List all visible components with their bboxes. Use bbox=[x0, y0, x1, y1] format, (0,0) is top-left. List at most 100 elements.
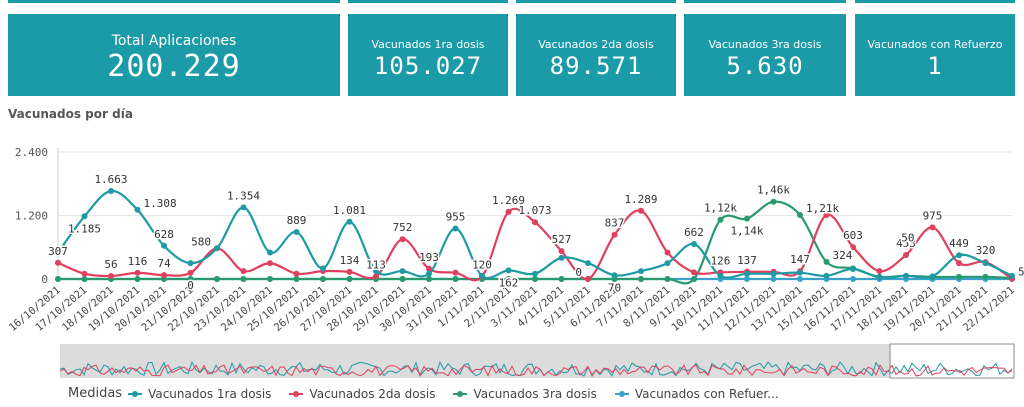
kpi-top-line bbox=[855, 0, 1015, 3]
data-point bbox=[558, 248, 565, 255]
data-point bbox=[452, 225, 459, 232]
data-point bbox=[664, 249, 671, 256]
kpi-3ra-dosis[interactable]: Vacunados 3ra dosis 5.630 bbox=[684, 14, 846, 96]
data-label: 527 bbox=[552, 233, 572, 246]
data-point bbox=[505, 267, 512, 274]
data-point bbox=[850, 265, 856, 272]
data-label: 1.308 bbox=[144, 197, 177, 210]
data-label: 320 bbox=[976, 244, 996, 257]
data-point bbox=[532, 219, 538, 226]
data-point bbox=[240, 204, 247, 211]
data-point bbox=[479, 272, 485, 279]
kpi-1ra-dosis[interactable]: Vacunados 1ra dosis 105.027 bbox=[348, 14, 508, 96]
data-point bbox=[399, 268, 406, 275]
scrollbar-handle[interactable] bbox=[889, 343, 1015, 379]
data-point bbox=[293, 270, 300, 277]
data-label: 603 bbox=[843, 229, 863, 242]
kpi-refuerzo[interactable]: Vacunados con Refuerzo 1 bbox=[855, 14, 1015, 96]
data-point bbox=[797, 269, 803, 276]
kpi-total-aplicaciones[interactable]: Total Aplicaciones 200.229 bbox=[8, 14, 340, 96]
data-point bbox=[426, 265, 432, 272]
data-label: 1,12k bbox=[704, 202, 737, 215]
data-point bbox=[55, 276, 61, 282]
data-point bbox=[426, 270, 432, 277]
scrollbar-preview-2 bbox=[59, 364, 1013, 378]
data-label: 1.269 bbox=[492, 194, 525, 207]
data-point bbox=[81, 213, 88, 220]
data-label: 74 bbox=[157, 257, 171, 270]
data-point bbox=[611, 272, 618, 279]
data-label: 1.185 bbox=[68, 222, 101, 235]
data-point bbox=[108, 187, 114, 194]
data-label: 134 bbox=[340, 254, 360, 267]
data-point bbox=[134, 276, 141, 282]
kpi-top-line bbox=[684, 0, 846, 3]
data-point bbox=[161, 272, 167, 279]
kpi-label: Total Aplicaciones bbox=[111, 33, 237, 49]
data-point bbox=[823, 211, 830, 218]
data-point bbox=[664, 276, 671, 282]
legend-item-3ra[interactable]: Vacunados 3ra dosis bbox=[453, 386, 597, 401]
data-point bbox=[956, 252, 962, 259]
data-point bbox=[346, 276, 353, 282]
data-point bbox=[638, 268, 644, 275]
data-label: 147 bbox=[790, 253, 810, 266]
data-point bbox=[293, 276, 300, 282]
data-point bbox=[691, 276, 697, 282]
kpi-value: 200.229 bbox=[107, 49, 241, 84]
data-point bbox=[638, 207, 644, 214]
data-point bbox=[399, 236, 406, 243]
data-point bbox=[903, 252, 909, 259]
data-point bbox=[876, 274, 883, 281]
data-point bbox=[240, 276, 247, 282]
data-point bbox=[134, 206, 141, 213]
kpi-2da-dosis[interactable]: Vacunados 2da dosis 89.571 bbox=[516, 14, 676, 96]
legend-label: Vacunados 2da dosis bbox=[309, 386, 436, 401]
data-label: 662 bbox=[684, 226, 704, 239]
data-label: 50 bbox=[901, 231, 914, 244]
data-point bbox=[55, 259, 61, 266]
legend-item-refuerzo[interactable]: Vacunados con Refuer... bbox=[614, 386, 779, 401]
legend-item-2da[interactable]: Vacunados 2da dosis bbox=[289, 387, 435, 401]
data-point bbox=[797, 211, 803, 218]
kpi-top-line bbox=[348, 0, 508, 3]
data-point bbox=[903, 272, 909, 279]
legend-item-1ra[interactable]: Vacunados 1ra dosis bbox=[128, 387, 271, 401]
legend-label: Vacunados 3ra dosis bbox=[473, 386, 597, 401]
data-label: 307 bbox=[48, 245, 68, 258]
legend-label: Vacunados 1ra dosis bbox=[148, 386, 272, 401]
data-point bbox=[823, 258, 830, 265]
kpi-label: Vacunados 3ra dosis bbox=[708, 38, 822, 51]
data-label: 1.081 bbox=[333, 204, 366, 217]
data-label: 162 bbox=[499, 276, 519, 289]
y-tick-label: 0 bbox=[41, 273, 48, 286]
data-point bbox=[399, 276, 406, 282]
data-point bbox=[770, 270, 777, 277]
data-point bbox=[956, 273, 962, 280]
data-point bbox=[108, 273, 114, 280]
data-label: 449 bbox=[949, 237, 969, 250]
data-label: 1,21k bbox=[806, 202, 839, 215]
data-point bbox=[664, 260, 671, 267]
data-label: 5 bbox=[1018, 266, 1024, 279]
kpi-value: 105.027 bbox=[373, 52, 483, 80]
data-point bbox=[717, 216, 724, 223]
data-point bbox=[81, 276, 88, 282]
data-point bbox=[214, 276, 220, 282]
data-point bbox=[850, 244, 856, 251]
data-label: 0 bbox=[575, 266, 582, 279]
kpi-label: Vacunados 2da dosis bbox=[538, 38, 654, 51]
data-point bbox=[638, 276, 644, 282]
legend-label: Vacunados con Refuer... bbox=[634, 386, 779, 401]
kpi-value: 5.630 bbox=[726, 52, 804, 80]
data-point bbox=[161, 242, 167, 249]
data-label: 628 bbox=[154, 228, 174, 241]
data-label: 837 bbox=[605, 217, 625, 230]
data-point bbox=[452, 269, 459, 276]
data-point bbox=[134, 269, 141, 276]
data-point bbox=[744, 276, 750, 282]
data-point bbox=[929, 224, 936, 231]
data-point bbox=[850, 276, 856, 282]
data-point bbox=[452, 276, 459, 282]
